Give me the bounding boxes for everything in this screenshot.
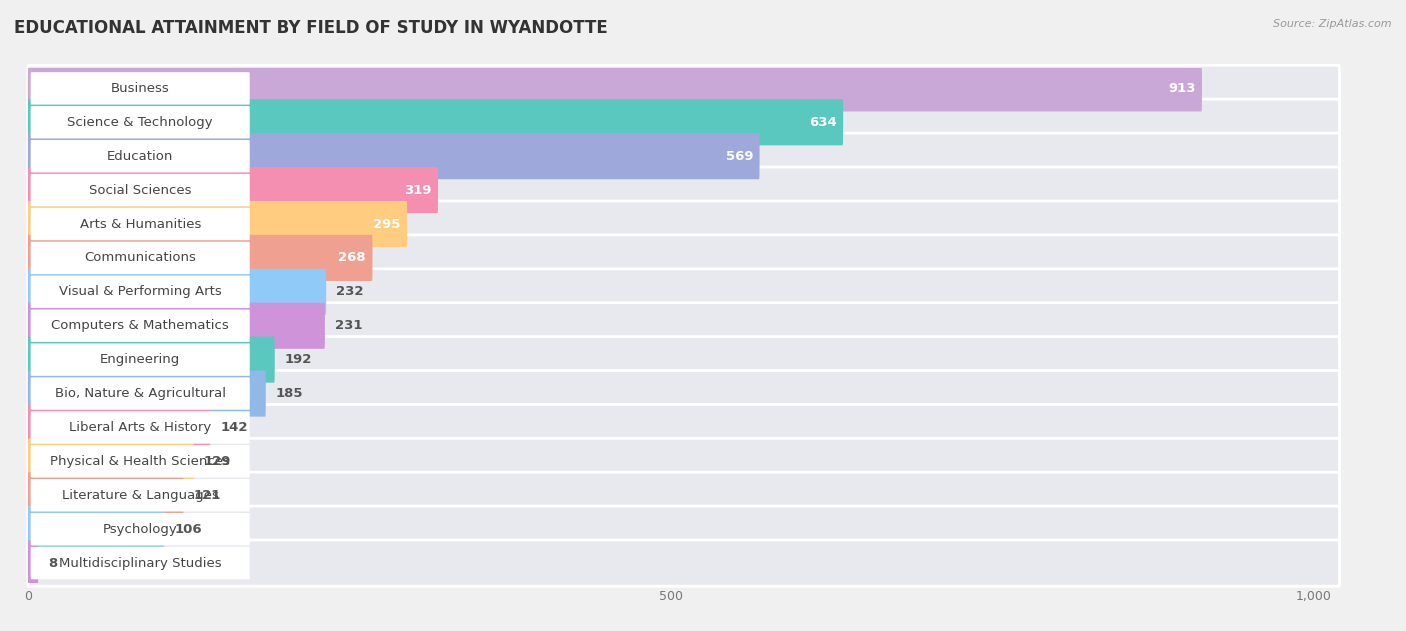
FancyBboxPatch shape bbox=[28, 269, 1340, 315]
Text: 913: 913 bbox=[1168, 82, 1195, 95]
FancyBboxPatch shape bbox=[31, 276, 250, 308]
Text: Arts & Humanities: Arts & Humanities bbox=[80, 218, 201, 230]
FancyBboxPatch shape bbox=[28, 472, 1340, 518]
FancyBboxPatch shape bbox=[28, 201, 1340, 247]
Text: Bio, Nature & Agricultural: Bio, Nature & Agricultural bbox=[55, 387, 226, 400]
Text: Communications: Communications bbox=[84, 251, 197, 264]
FancyBboxPatch shape bbox=[28, 404, 1340, 451]
FancyBboxPatch shape bbox=[28, 303, 325, 349]
FancyBboxPatch shape bbox=[28, 133, 759, 179]
FancyBboxPatch shape bbox=[28, 66, 1202, 112]
Text: Business: Business bbox=[111, 82, 170, 95]
FancyBboxPatch shape bbox=[28, 167, 1340, 213]
Text: 319: 319 bbox=[404, 184, 432, 197]
FancyBboxPatch shape bbox=[28, 370, 266, 416]
FancyBboxPatch shape bbox=[28, 404, 211, 451]
Text: Source: ZipAtlas.com: Source: ZipAtlas.com bbox=[1274, 19, 1392, 29]
Text: 129: 129 bbox=[204, 455, 232, 468]
FancyBboxPatch shape bbox=[28, 133, 1340, 179]
Text: 569: 569 bbox=[725, 150, 754, 163]
FancyBboxPatch shape bbox=[31, 411, 250, 444]
FancyBboxPatch shape bbox=[28, 540, 1340, 586]
FancyBboxPatch shape bbox=[31, 445, 250, 478]
Text: 231: 231 bbox=[335, 319, 363, 333]
FancyBboxPatch shape bbox=[31, 140, 250, 172]
FancyBboxPatch shape bbox=[28, 540, 38, 586]
FancyBboxPatch shape bbox=[28, 439, 194, 485]
FancyBboxPatch shape bbox=[31, 343, 250, 376]
FancyBboxPatch shape bbox=[28, 336, 274, 382]
Text: Computers & Mathematics: Computers & Mathematics bbox=[52, 319, 229, 333]
FancyBboxPatch shape bbox=[31, 547, 250, 579]
FancyBboxPatch shape bbox=[31, 208, 250, 240]
FancyBboxPatch shape bbox=[28, 99, 1340, 145]
Text: Multidisciplinary Studies: Multidisciplinary Studies bbox=[59, 557, 222, 570]
FancyBboxPatch shape bbox=[28, 303, 1340, 349]
Text: Education: Education bbox=[107, 150, 173, 163]
Text: Physical & Health Sciences: Physical & Health Sciences bbox=[51, 455, 231, 468]
Text: 106: 106 bbox=[174, 522, 202, 536]
Text: Engineering: Engineering bbox=[100, 353, 180, 366]
FancyBboxPatch shape bbox=[28, 201, 408, 247]
FancyBboxPatch shape bbox=[28, 370, 1340, 416]
FancyBboxPatch shape bbox=[28, 336, 1340, 382]
FancyBboxPatch shape bbox=[31, 513, 250, 545]
FancyBboxPatch shape bbox=[31, 72, 250, 105]
Text: 121: 121 bbox=[194, 489, 221, 502]
Text: Literature & Languages: Literature & Languages bbox=[62, 489, 219, 502]
FancyBboxPatch shape bbox=[31, 242, 250, 274]
FancyBboxPatch shape bbox=[28, 167, 439, 213]
FancyBboxPatch shape bbox=[31, 377, 250, 410]
FancyBboxPatch shape bbox=[28, 506, 1340, 552]
Text: 268: 268 bbox=[339, 251, 366, 264]
FancyBboxPatch shape bbox=[31, 310, 250, 342]
Text: 185: 185 bbox=[276, 387, 304, 400]
FancyBboxPatch shape bbox=[28, 66, 1340, 112]
FancyBboxPatch shape bbox=[28, 439, 1340, 485]
Text: Social Sciences: Social Sciences bbox=[89, 184, 191, 197]
Text: 295: 295 bbox=[374, 218, 401, 230]
Text: Visual & Performing Arts: Visual & Performing Arts bbox=[59, 285, 222, 298]
FancyBboxPatch shape bbox=[31, 479, 250, 512]
Text: Psychology: Psychology bbox=[103, 522, 177, 536]
Text: 232: 232 bbox=[336, 285, 364, 298]
FancyBboxPatch shape bbox=[28, 472, 183, 518]
FancyBboxPatch shape bbox=[28, 235, 1340, 281]
Text: 8: 8 bbox=[48, 557, 58, 570]
Text: 192: 192 bbox=[285, 353, 312, 366]
Text: 634: 634 bbox=[808, 116, 837, 129]
Text: Liberal Arts & History: Liberal Arts & History bbox=[69, 421, 211, 434]
Text: 142: 142 bbox=[221, 421, 249, 434]
FancyBboxPatch shape bbox=[31, 106, 250, 138]
Text: EDUCATIONAL ATTAINMENT BY FIELD OF STUDY IN WYANDOTTE: EDUCATIONAL ATTAINMENT BY FIELD OF STUDY… bbox=[14, 19, 607, 37]
FancyBboxPatch shape bbox=[31, 174, 250, 206]
FancyBboxPatch shape bbox=[28, 506, 165, 552]
Text: Science & Technology: Science & Technology bbox=[67, 116, 214, 129]
FancyBboxPatch shape bbox=[28, 99, 844, 145]
FancyBboxPatch shape bbox=[28, 269, 326, 315]
FancyBboxPatch shape bbox=[28, 235, 373, 281]
